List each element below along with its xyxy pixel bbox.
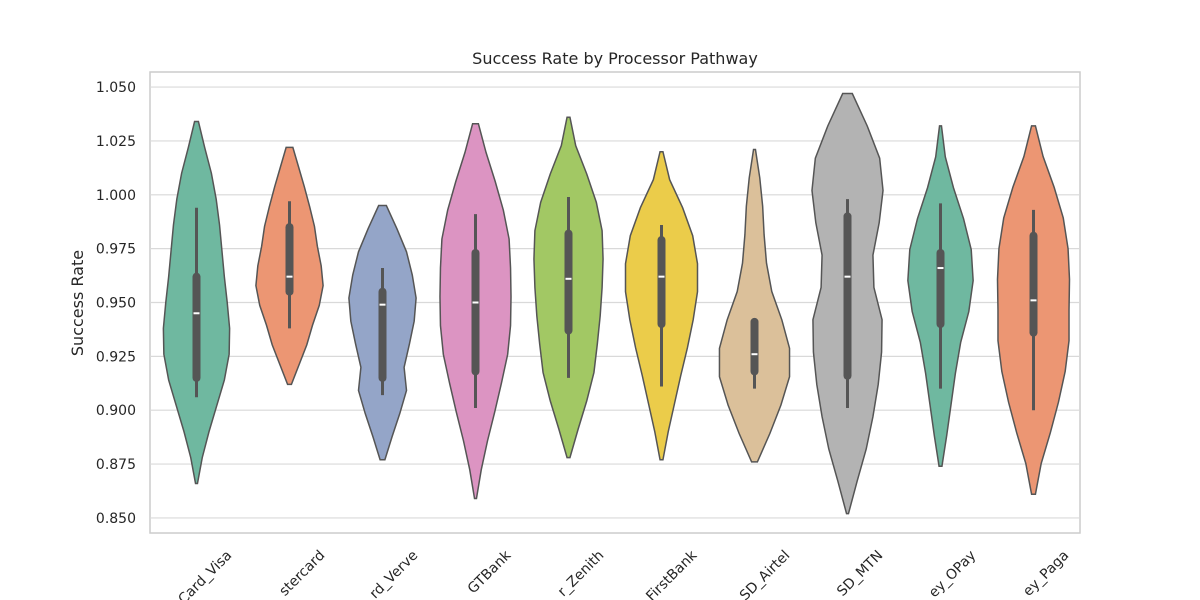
y-tick-label: 0.975 <box>96 242 136 258</box>
y-tick-label: 0.875 <box>96 457 136 473</box>
x-tick-label: ey_Paga <box>1020 548 1072 600</box>
violin-card-mastercard <box>255 146 324 386</box>
y-axis-ticks: 0.850 0.875 0.900 0.925 0.950 0.975 1.000 1.025… <box>96 80 136 527</box>
y-tick-label: 1.025 <box>96 134 136 150</box>
y-tick-label: 0.950 <box>96 296 136 312</box>
violin-card-visa <box>162 120 231 485</box>
violin-ussd-mtn <box>811 92 884 515</box>
violin-money-opay <box>907 125 974 467</box>
violin-money-paga <box>996 125 1071 495</box>
x-tick-label: r_Zenith <box>555 548 607 600</box>
violin-series <box>162 92 1071 515</box>
y-tick-label: 1.050 <box>96 80 136 96</box>
y-tick-label: 0.925 <box>96 349 136 365</box>
y-tick-label: 1.000 <box>96 188 136 204</box>
x-tick-label: GTBank <box>465 547 515 597</box>
violin-transfer-firstbank <box>624 150 699 461</box>
violin-card-verve <box>348 204 417 461</box>
y-tick-label: 0.850 <box>96 511 136 527</box>
chart-title: Success Rate by Processor Pathway <box>472 49 758 68</box>
y-axis-label: Success Rate <box>68 250 87 356</box>
x-tick-label: rd_Verve <box>367 548 422 600</box>
x-tick-label: stercard <box>276 548 328 600</box>
x-tick-label: SD_Airtel <box>737 548 793 600</box>
x-tick-label: FirstBank <box>643 547 701 600</box>
y-tick-label: 0.900 <box>96 403 136 419</box>
x-tick-label: SD_MTN <box>834 548 886 600</box>
x-tick-label: ey_OPay <box>926 548 979 600</box>
violin-ussd-airtel <box>718 148 791 463</box>
x-axis-ticks: Card_Visa stercard rd_Verve GTBank r_Zenith F… <box>175 547 1072 600</box>
violin-transfer-gtbank <box>439 122 512 500</box>
x-tick-label: Card_Visa <box>175 548 235 600</box>
violin-transfer-zenith <box>533 116 604 459</box>
violin-body <box>718 148 791 463</box>
